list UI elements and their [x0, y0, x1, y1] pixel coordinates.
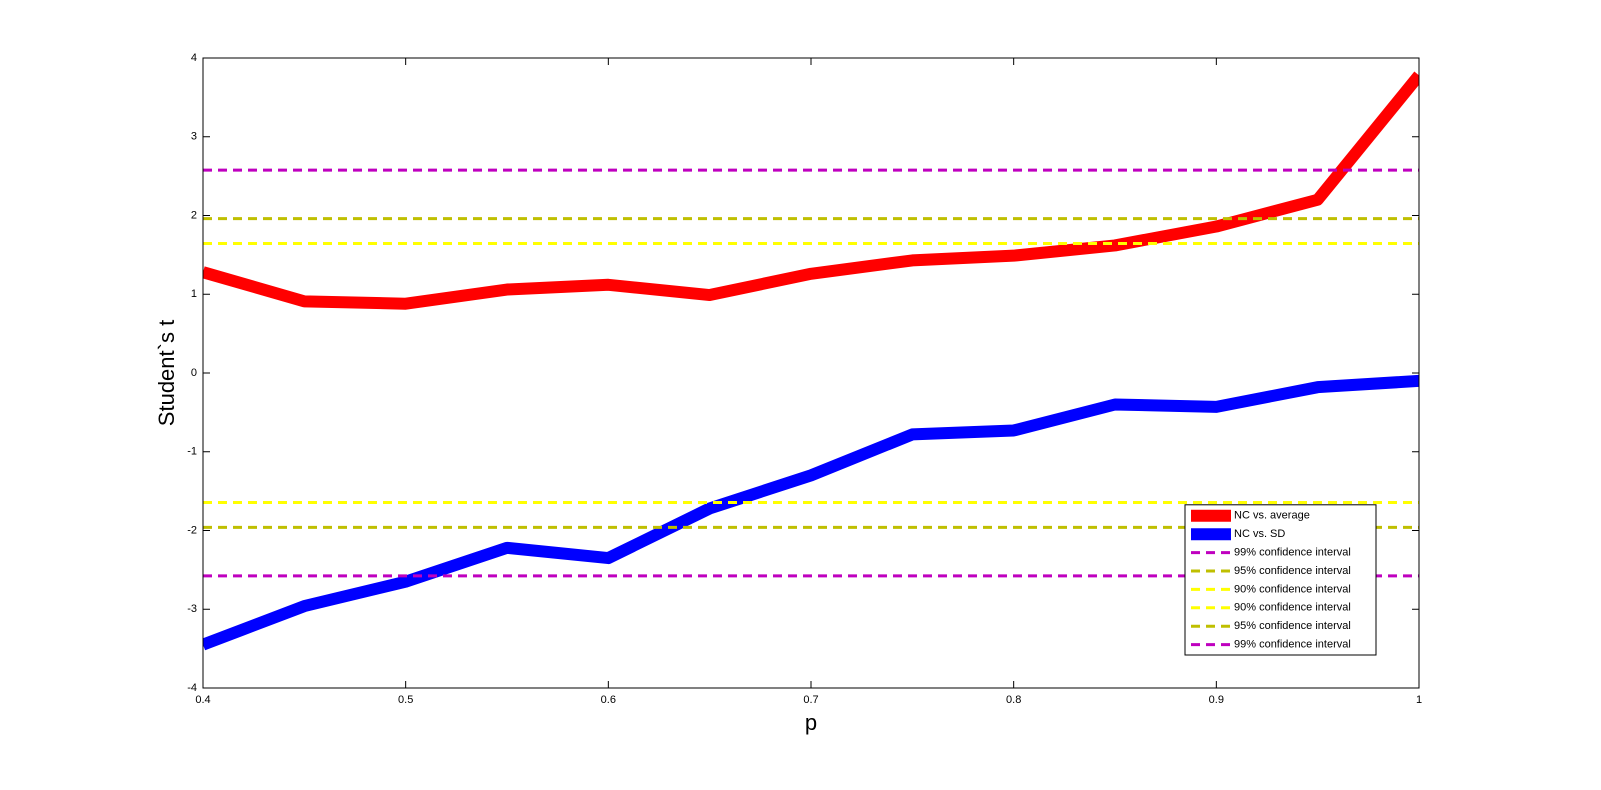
legend-label: NC vs. SD — [1234, 528, 1285, 540]
y-tick-label: 0 — [191, 367, 197, 379]
legend-label: NC vs. average — [1234, 510, 1310, 522]
x-tick-label: 0.6 — [601, 694, 616, 706]
y-tick-label: 4 — [191, 52, 197, 64]
x-tick-label: 0.7 — [803, 694, 818, 706]
y-tick-label: 1 — [191, 288, 197, 300]
y-tick-label: -2 — [187, 524, 197, 536]
legend-label: 95% confidence interval — [1234, 565, 1351, 577]
series-line — [203, 374, 1419, 651]
x-axis-label: p — [805, 710, 817, 735]
x-tick-label: 0.8 — [1006, 694, 1021, 706]
y-tick-label: 3 — [191, 131, 197, 143]
legend-label: 90% confidence interval — [1234, 583, 1351, 595]
x-tick-label: 1 — [1416, 694, 1422, 706]
y-tick-label: -1 — [187, 446, 197, 458]
axes-box — [202, 57, 1420, 689]
legend-label: 99% confidence interval — [1234, 547, 1351, 559]
x-tick-label: 0.4 — [195, 694, 210, 706]
y-tick-label: -3 — [187, 603, 197, 615]
legend-label: 95% confidence interval — [1234, 620, 1351, 632]
y-tick-label: -4 — [187, 682, 197, 694]
y-tick-label: 2 — [191, 209, 197, 221]
series-line — [203, 71, 1419, 310]
x-tick-label: 0.9 — [1209, 694, 1224, 706]
x-tick-label: 0.5 — [398, 694, 413, 706]
legend-label: 99% confidence interval — [1234, 639, 1351, 651]
y-axis-label: Student`s t — [154, 320, 179, 426]
legend-label: 90% confidence interval — [1234, 602, 1351, 614]
legend-box — [1184, 504, 1377, 656]
